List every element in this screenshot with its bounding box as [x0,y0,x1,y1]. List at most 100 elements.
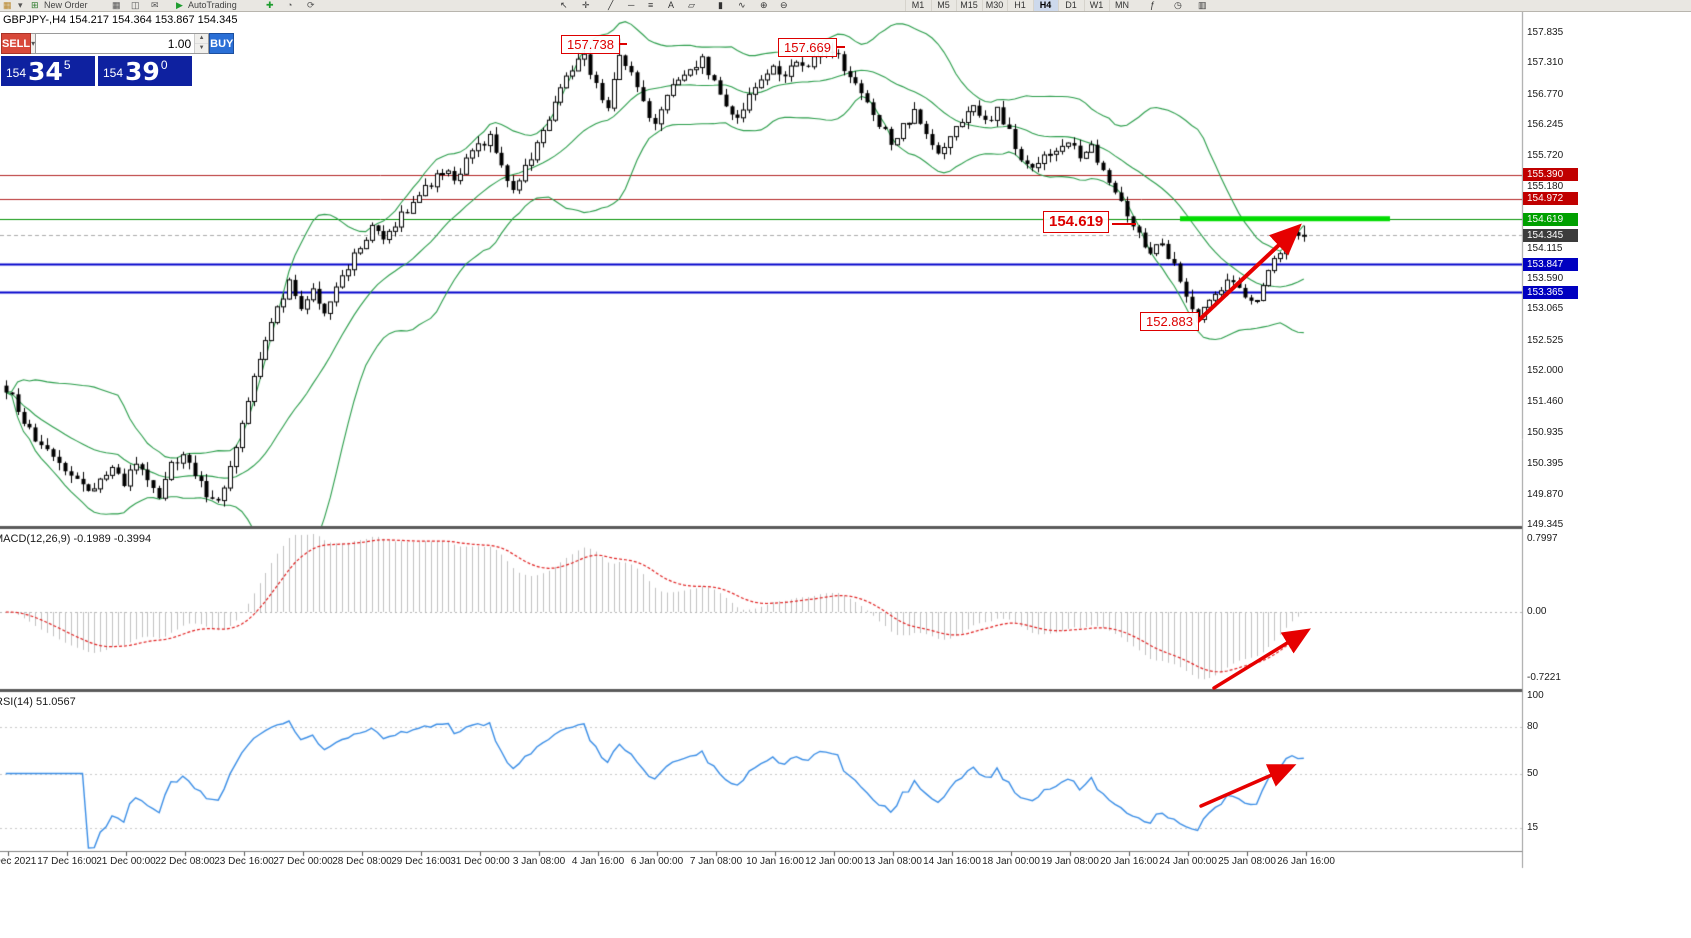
rsi-label: RSI(14) 51.0567 [0,696,76,708]
fibonacci-icon[interactable]: ≡ [648,0,654,10]
volume-up-icon[interactable]: ▲ [195,34,209,44]
price-axis-tag: 155.390 [1523,168,1578,182]
time-axis-label: 31 Dec 00:00 [450,856,510,867]
time-axis-label: 22 Dec 08:00 [155,856,215,867]
volume-dropdown-icon[interactable]: ▾ [31,33,37,54]
window-tile-icon[interactable]: ◫ [131,0,140,10]
time-axis-label: 7 Jan 08:00 [689,856,743,867]
price-axis-tag: 154.619 [1523,212,1578,226]
candle-chart-icon[interactable]: ▮ [718,0,723,10]
trendline-icon[interactable]: ╱ [608,0,614,10]
price-axis-label: 154.115 [1527,242,1563,254]
sell-price-prefix: 154 [6,66,27,80]
buy-price-box[interactable]: 154 39 0 [98,56,192,86]
price-axis-label: 157.835 [1527,27,1564,38]
time-axis-label: 4 Jan 16:00 [571,856,625,867]
time-axis-label: 26 Jan 16:00 [1277,856,1335,867]
sell-button[interactable]: SELL [1,33,32,54]
volume-input[interactable] [36,34,195,53]
symbol-ohlc-header: GBPJPY-,H4 154.217 154.364 153.867 154.3… [3,14,238,26]
macd-axis-label: 0.7997 [1527,533,1558,544]
time-axis-label: 27 Dec 00:00 [273,856,333,867]
price-axis-label: 156.770 [1527,88,1564,100]
autotrading-play-icon[interactable]: ▶ [176,0,183,10]
time-axis-label: 13 Jan 08:00 [864,856,922,867]
buy-button[interactable]: BUY [209,33,235,54]
profiles-icon[interactable]: ▦ [112,0,121,10]
trade-panel-top-row: SELL ▾ ▲ ▼ BUY [1,33,235,54]
time-axis-label: 18 Jan 00:00 [982,856,1040,867]
time-axis-label: 19 Jan 08:00 [1041,856,1099,867]
price-axis-label: 152.525 [1527,334,1564,346]
time-axis-label: 24 Jan 00:00 [1159,856,1217,867]
mail-icon[interactable]: ✉ [151,0,159,10]
price-axis-tag: 154.345 [1523,228,1578,242]
buy-price-sup: 0 [160,58,168,72]
line-chart-icon[interactable]: ∿ [738,0,746,10]
rsi-axis-label: 80 [1527,721,1539,732]
volume-down-icon[interactable]: ▼ [195,44,209,53]
time-axis-label: 14 Jan 16:00 [923,856,981,867]
crosshair-icon[interactable]: ✛ [582,0,590,10]
price-axis-label: 152.000 [1527,365,1564,377]
autotrading-button[interactable]: AutoTrading [188,0,237,10]
annotation-low-152883[interactable]: 152.883 [1140,312,1199,331]
annotation-level-154619[interactable]: 154.619 [1043,211,1110,233]
timeframe-button-m1[interactable]: M1 [905,0,930,11]
sell-price-sup: 5 [63,58,71,72]
time-axis-label: 28 Dec 08:00 [332,856,392,867]
price-axis-label: 150.935 [1527,426,1564,438]
time-axis-label: 16 Dec 2021 [0,856,37,867]
one-click-trading-panel: SELL ▾ ▲ ▼ BUY 154 34 5 154 39 0 [1,33,235,86]
timeframe-button-m15[interactable]: M15 [956,0,981,11]
cursor-icon[interactable]: ↖ [560,0,568,10]
top-toolbar: New Order AutoTrading ▦ ▾ ⊞ ▦ ◫ ✉ ▶ ✚ ◔ ⟳ ↖ ✛ ╱ ─ ≡ A ▱ ▮… [0,0,1691,12]
timeframe-button-w1[interactable]: W1 [1083,0,1109,11]
hline-icon[interactable]: ─ [628,0,635,10]
annotation-high-157669[interactable]: 157.669 [778,38,837,57]
macd-axis-label: -0.7221 [1527,672,1561,683]
time-axis-label: 12 Jan 00:00 [805,856,863,867]
trade-panel-price-row: 154 34 5 154 39 0 [1,56,192,86]
timeframe-button-mn[interactable]: MN [1109,0,1134,11]
price-axis-label: 157.310 [1527,57,1564,69]
time-axis-label: 10 Jan 16:00 [746,856,804,867]
sell-price-box[interactable]: 154 34 5 [1,56,95,86]
timeframe-button-m5[interactable]: M5 [930,0,956,11]
add-indicator-icon[interactable]: ✚ [266,0,274,10]
new-order-icon[interactable]: ⊞ [31,0,39,10]
chart-window-icon[interactable]: ▦ [3,0,12,10]
dropdown-icon[interactable]: ▾ [18,0,23,10]
zoom-in-icon[interactable]: ⊕ [760,0,768,10]
price-axis-label: 150.395 [1527,458,1564,470]
rsi-axis-label: 15 [1527,821,1539,833]
price-axis-tag: 153.847 [1523,257,1578,271]
time-axis-label: 21 Dec 00:00 [96,856,156,867]
time-axis-label: 3 Jan 08:00 [512,856,566,867]
annotation-high-157738[interactable]: 157.738 [561,35,620,54]
volume-box: ▲ ▼ [36,33,210,54]
indicators-icon[interactable]: ƒ [1150,0,1156,10]
price-axis-label: 149.345 [1527,519,1564,530]
price-axis-label: 153.590 [1527,273,1564,284]
zoom-out-icon[interactable]: ⊖ [780,0,788,10]
timeframe-button-m30[interactable]: M30 [981,0,1007,11]
compass-icon[interactable]: ◔ [287,0,293,10]
price-axis-tag: 154.972 [1523,192,1578,206]
new-order-button[interactable]: New Order [44,0,88,10]
timeframe-button-h4[interactable]: H4 [1032,0,1058,11]
refresh-icon[interactable]: ⟳ [307,0,315,10]
alert-icon[interactable]: ◷ [1174,0,1182,10]
shapes-icon[interactable]: ▱ [688,0,695,10]
volume-stepper: ▲ ▼ [194,34,209,53]
layouts-icon[interactable]: ▥ [1198,0,1207,10]
time-axis-label: 20 Jan 16:00 [1100,856,1158,867]
time-axis-label: 29 Dec 16:00 [391,856,451,867]
timeframe-button-d1[interactable]: D1 [1058,0,1083,11]
timeframe-button-h1[interactable]: H1 [1007,0,1032,11]
text-tool-icon[interactable]: A [668,0,675,10]
buy-price-big: 39 [125,57,160,86]
macd-label: MACD(12,26,9) -0.1989 -0.3994 [0,533,152,545]
